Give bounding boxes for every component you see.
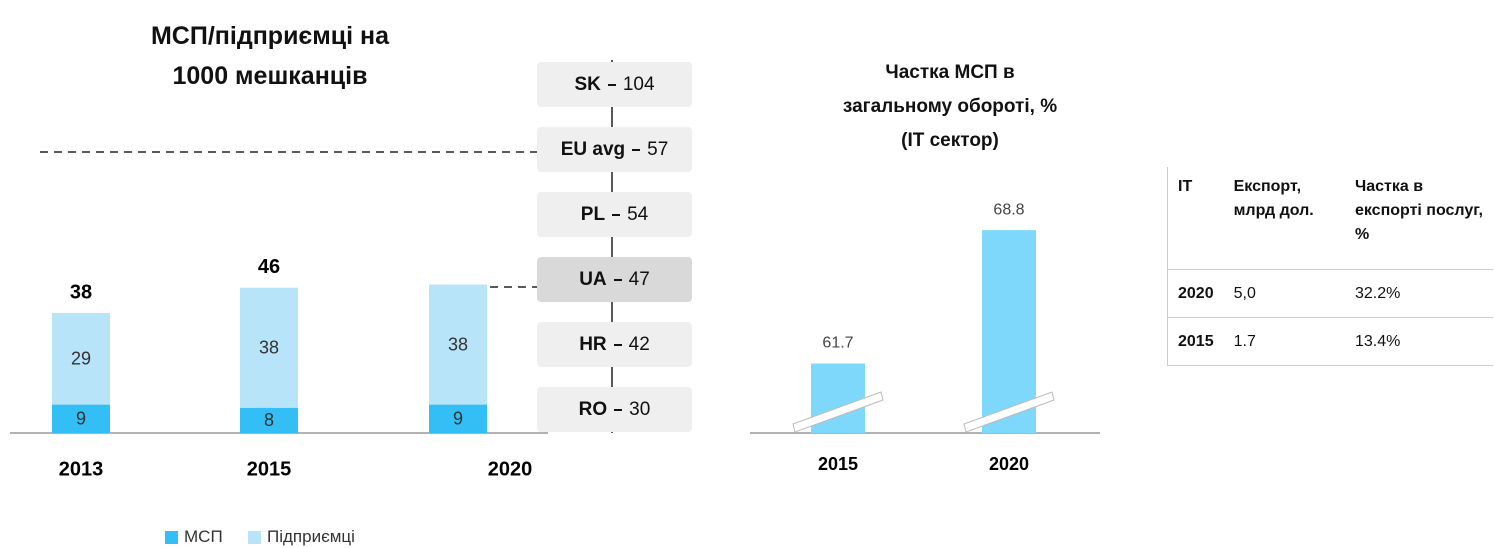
bar-segment [429,284,487,405]
bar-segment [52,404,110,433]
x-tick-label: 2013 [59,458,104,480]
legend-item: Підприємці [248,527,355,547]
legend-label: Підприємці [267,527,355,546]
segment-label: 9 [453,409,463,429]
separator [613,343,622,346]
total-label: 46 [258,256,280,278]
title-line: (IT сектор) [901,130,999,151]
bar-segment [52,312,110,405]
chart-title: МСП/підприємці на 1000 мешканців [120,16,420,96]
total-label: 38 [70,281,92,303]
segment-label: 29 [71,349,91,369]
x-tick-label: 2015 [818,454,858,474]
segment-label: 8 [264,410,274,430]
bar-segment [240,407,298,433]
legend-label: МСП [184,527,223,546]
benchmark-value: 47 [628,268,650,290]
benchmark-box: EU avg 57 [537,127,692,172]
axis-break [963,391,1055,433]
benchmark-name: UA [579,268,607,290]
value-label: 68.8 [993,201,1024,218]
benchmark-value: 57 [647,138,669,160]
benchmark-name: HR [579,333,607,355]
x-tick-label: 2020 [488,458,533,480]
table: IT Експорт, млрд дол. Частка в експорті по… [1167,167,1493,366]
table-row: 2020 5,0 32.2% [1167,269,1493,318]
benchmark-value: 30 [629,398,651,420]
benchmark-value: 54 [627,203,649,225]
segment-label: 38 [259,337,279,357]
benchmark-box: HR 42 [537,322,692,367]
header-cell: Експорт, млрд дол. [1223,167,1345,270]
table-row: 2015 1.7 13.4% [1167,317,1493,366]
table-cell: 32.2% [1344,269,1493,318]
legend-swatch [165,530,178,544]
separator [607,83,616,86]
separator [613,278,622,281]
segment-label: 9 [76,409,86,429]
title-line: загальному обороті, % [842,96,1058,117]
benchmark-name: SK [574,73,601,95]
x-tick-label: 2015 [247,458,292,480]
separator [612,213,621,216]
table-cell: 1.7 [1223,317,1345,366]
table-cell: 2015 [1167,317,1224,366]
title-line: Частка МСП в [885,62,1015,83]
legend-swatch [248,530,261,544]
header-cell: IT [1167,167,1224,270]
header-cell: Частка в експорті послуг, % [1344,167,1493,270]
title-line: 1000 мешканців [172,62,368,90]
benchmark-box: PL 54 [537,192,692,237]
value-label: 61.7 [822,335,853,352]
segment-label: 38 [448,334,468,354]
separator [632,148,641,151]
separator [614,408,623,411]
benchmark-name: RO [578,398,608,420]
benchmark-box: UA 47 [537,257,692,302]
table-cell: 13.4% [1344,317,1493,366]
bar [982,230,1036,433]
bar-segment [240,287,298,408]
benchmark-name: PL [580,203,606,225]
title-line: МСП/підприємці на [150,22,389,50]
benchmark-box: RO 30 [537,387,692,432]
axis-break [792,391,884,433]
benchmark-value: 104 [622,73,655,95]
x-tick-label: 2020 [989,454,1029,474]
legend-item: МСП [165,527,223,547]
benchmark-name: EU avg [560,138,626,160]
bar-segment [429,404,487,433]
chart-title: Частка МСП в загальному обороті, % (IT сек… [820,56,1080,158]
benchmark-value: 42 [628,333,650,355]
table-cell: 5,0 [1223,269,1345,318]
benchmark-box: SK 104 [537,62,692,107]
table-cell: 2020 [1167,269,1224,318]
